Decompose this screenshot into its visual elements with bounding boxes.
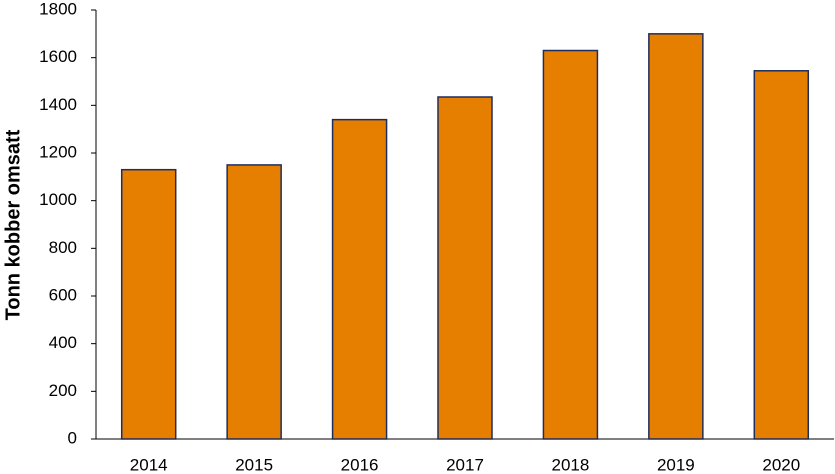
x-tick-label: 2019: [657, 455, 695, 474]
y-axis-title: Tonn kobber omsatt: [2, 129, 24, 320]
y-tick-label: 400: [49, 333, 77, 352]
bar: [120, 168, 177, 440]
x-tick-label: 2014: [130, 455, 168, 474]
bar: [437, 96, 493, 440]
y-tick-label: 0: [68, 428, 77, 447]
x-tick-label: 2017: [446, 455, 484, 474]
y-tick-label: 1000: [39, 190, 77, 209]
bar: [753, 70, 810, 440]
x-tick-label: 2018: [552, 455, 590, 474]
bar: [542, 49, 599, 440]
y-tick-label: 800: [49, 238, 77, 257]
y-tick-label: 1200: [39, 142, 77, 161]
y-tick-label: 1400: [39, 95, 77, 114]
x-tick-label: 2015: [235, 455, 273, 474]
bar: [226, 164, 282, 440]
y-tick-label: 1600: [39, 47, 77, 66]
y-tick-label: 600: [49, 285, 77, 304]
x-tick-label: 2016: [341, 455, 379, 474]
bar: [331, 118, 388, 440]
bar: [648, 33, 704, 440]
y-tick-label: 1800: [39, 0, 77, 18]
x-tick-label: 2020: [762, 455, 800, 474]
y-tick-label: 200: [49, 381, 77, 400]
